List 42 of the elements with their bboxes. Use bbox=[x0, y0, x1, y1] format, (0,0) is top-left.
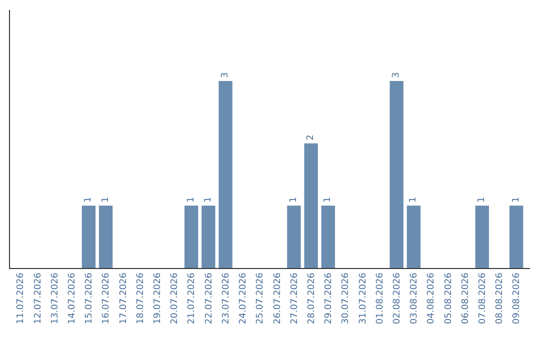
data-label: 3 bbox=[220, 72, 231, 78]
x-tick-label: 13.07.2026 bbox=[50, 272, 60, 324]
x-tick-label: 30.07.2026 bbox=[341, 272, 352, 324]
x-tick-label: 29.07.2026 bbox=[324, 272, 334, 324]
x-tick-label: 28.07.2026 bbox=[306, 272, 317, 324]
x-tick-label: 09.08.2026 bbox=[512, 272, 522, 324]
data-label: 1 bbox=[203, 196, 214, 203]
x-tick-label: 18.07.2026 bbox=[136, 272, 146, 324]
x-tick-label: 03.08.2026 bbox=[410, 272, 420, 324]
x-tick-label: 14.07.2026 bbox=[68, 272, 78, 324]
data-label: 2 bbox=[306, 134, 316, 140]
data-label: 1 bbox=[186, 196, 196, 203]
x-tick-label: 01.08.2026 bbox=[375, 272, 386, 324]
data-label: 1 bbox=[288, 196, 299, 203]
data-label: 3 bbox=[392, 72, 402, 78]
x-tick-label: 05.08.2026 bbox=[444, 272, 454, 324]
data-label: 1 bbox=[323, 196, 334, 203]
x-tick-label: 31.07.2026 bbox=[358, 272, 368, 324]
x-tick-label: 15.07.2026 bbox=[84, 272, 95, 324]
x-tick-label: 04.08.2026 bbox=[426, 272, 437, 324]
x-tick-label: 25.07.2026 bbox=[256, 272, 266, 324]
x-tick-label: 11.07.2026 bbox=[16, 272, 26, 324]
x-tick-label: 21.07.2026 bbox=[187, 272, 198, 324]
x-tick-label: 12.07.2026 bbox=[33, 272, 44, 324]
data-label: 1 bbox=[100, 196, 111, 203]
data-label: 1 bbox=[408, 196, 419, 203]
x-tick-label: 06.08.2026 bbox=[460, 272, 471, 324]
x-tick-label: 24.07.2026 bbox=[238, 272, 249, 324]
data-label: 1 bbox=[84, 196, 94, 203]
x-tick-label: 27.07.2026 bbox=[290, 272, 300, 324]
x-tick-label: 02.08.2026 bbox=[392, 272, 403, 324]
x-tick-label: 07.08.2026 bbox=[478, 272, 488, 324]
x-tick-label: 16.07.2026 bbox=[102, 272, 112, 324]
data-label: 1 bbox=[477, 196, 488, 203]
x-tick-label: 20.07.2026 bbox=[170, 272, 180, 324]
x-tick-label: 26.07.2026 bbox=[272, 272, 283, 324]
data-label: 1 bbox=[511, 196, 522, 203]
x-tick-label: 19.07.2026 bbox=[153, 272, 164, 324]
x-tick-label: 08.08.2026 bbox=[495, 272, 506, 324]
x-tick-label: 23.07.2026 bbox=[221, 272, 232, 324]
x-tick-label: 22.07.2026 bbox=[204, 272, 214, 324]
x-tick-label: 17.07.2026 bbox=[118, 272, 129, 324]
